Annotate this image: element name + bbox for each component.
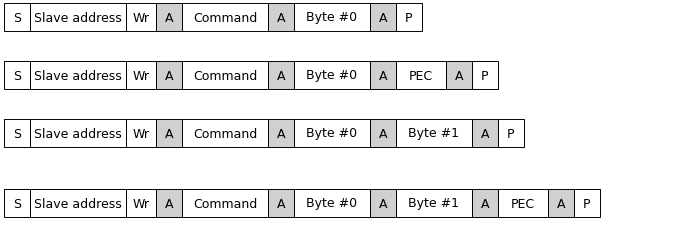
Bar: [156, 189, 182, 217]
Text: S: S: [13, 69, 21, 82]
Bar: [156, 119, 182, 147]
Text: Wr: Wr: [132, 69, 150, 82]
Bar: [30, 119, 126, 147]
Text: Command: Command: [193, 127, 257, 140]
Bar: [126, 62, 156, 90]
Text: A: A: [277, 12, 286, 24]
Bar: [396, 4, 422, 32]
Bar: [396, 62, 446, 90]
Bar: [370, 189, 396, 217]
Bar: [268, 189, 294, 217]
Text: A: A: [277, 127, 286, 140]
Text: A: A: [379, 127, 387, 140]
Text: Slave address: Slave address: [34, 127, 122, 140]
Text: Byte #0: Byte #0: [306, 127, 358, 140]
Bar: [4, 119, 30, 147]
Text: A: A: [379, 197, 387, 210]
Text: A: A: [165, 127, 173, 140]
Text: Slave address: Slave address: [34, 12, 122, 24]
Bar: [156, 62, 182, 90]
Bar: [4, 62, 30, 90]
Text: A: A: [455, 69, 463, 82]
Text: PEC: PEC: [409, 69, 433, 82]
Bar: [182, 119, 268, 147]
Bar: [472, 62, 498, 90]
Text: Byte #1: Byte #1: [408, 197, 459, 210]
Bar: [182, 62, 268, 90]
Bar: [156, 4, 182, 32]
Bar: [182, 189, 268, 217]
Bar: [30, 4, 126, 32]
Bar: [294, 189, 370, 217]
Bar: [182, 4, 268, 32]
Text: A: A: [481, 127, 489, 140]
Bar: [548, 189, 574, 217]
Text: A: A: [379, 69, 387, 82]
Text: Byte #0: Byte #0: [306, 69, 358, 82]
Bar: [446, 62, 472, 90]
Text: P: P: [507, 127, 515, 140]
Text: A: A: [481, 197, 489, 210]
Text: S: S: [13, 197, 21, 210]
Bar: [126, 189, 156, 217]
Bar: [370, 62, 396, 90]
Bar: [126, 119, 156, 147]
Bar: [268, 119, 294, 147]
Text: Wr: Wr: [132, 197, 150, 210]
Text: Command: Command: [193, 12, 257, 24]
Bar: [294, 62, 370, 90]
Bar: [396, 189, 472, 217]
Text: Byte #0: Byte #0: [306, 197, 358, 210]
Text: A: A: [277, 197, 286, 210]
Text: Slave address: Slave address: [34, 69, 122, 82]
Bar: [30, 62, 126, 90]
Bar: [472, 119, 498, 147]
Text: Wr: Wr: [132, 127, 150, 140]
Bar: [370, 4, 396, 32]
Bar: [294, 4, 370, 32]
Text: Command: Command: [193, 69, 257, 82]
Text: A: A: [379, 12, 387, 24]
Bar: [294, 119, 370, 147]
Bar: [4, 189, 30, 217]
Bar: [4, 4, 30, 32]
Text: Wr: Wr: [132, 12, 150, 24]
Bar: [396, 119, 472, 147]
Bar: [268, 4, 294, 32]
Text: A: A: [556, 197, 565, 210]
Text: Byte #1: Byte #1: [408, 127, 459, 140]
Bar: [30, 189, 126, 217]
Text: A: A: [165, 69, 173, 82]
Text: Slave address: Slave address: [34, 197, 122, 210]
Bar: [268, 62, 294, 90]
Text: S: S: [13, 127, 21, 140]
Text: A: A: [277, 69, 286, 82]
Bar: [498, 189, 548, 217]
Bar: [574, 189, 600, 217]
Text: A: A: [165, 197, 173, 210]
Text: PEC: PEC: [511, 197, 535, 210]
Bar: [498, 119, 524, 147]
Text: Byte #0: Byte #0: [306, 12, 358, 24]
Text: P: P: [481, 69, 489, 82]
Text: P: P: [584, 197, 590, 210]
Text: A: A: [165, 12, 173, 24]
Text: S: S: [13, 12, 21, 24]
Text: P: P: [405, 12, 413, 24]
Bar: [370, 119, 396, 147]
Text: Command: Command: [193, 197, 257, 210]
Bar: [472, 189, 498, 217]
Bar: [126, 4, 156, 32]
